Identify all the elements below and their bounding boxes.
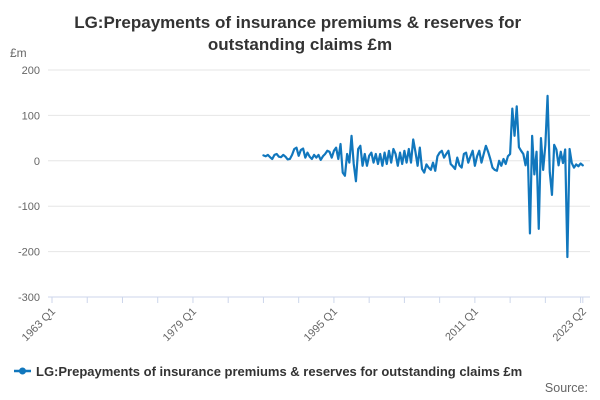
x-axis bbox=[48, 296, 590, 303]
legend-item[interactable]: LG:Prepayments of insurance premiums & r… bbox=[14, 364, 522, 379]
chart-title: LG:Prepayments of insurance premiums & r… bbox=[74, 13, 526, 54]
y-axis-labels: 200 100 0 -100 -200 -300 bbox=[18, 65, 40, 304]
legend-point-marker bbox=[19, 367, 26, 375]
x-axis-tick-label: 2011 Q1 bbox=[443, 306, 481, 344]
x-axis-tick-label: 1995 Q1 bbox=[302, 306, 340, 344]
series-layer bbox=[262, 94, 584, 259]
series-line bbox=[262, 94, 584, 259]
x-axis-tick-label: 1979 Q1 bbox=[161, 306, 199, 344]
y-axis-tick-label: -300 bbox=[18, 292, 40, 304]
x-axis-labels: 1963 Q1 1979 Q1 1995 Q1 2011 Q1 2023 Q2 bbox=[20, 306, 589, 344]
source-label: Source: bbox=[545, 381, 588, 395]
y-axis-tick-label: 0 bbox=[34, 156, 40, 168]
y-axis-tick-label: -200 bbox=[18, 247, 40, 259]
gridlines bbox=[48, 69, 590, 298]
y-axis-tick-label: -100 bbox=[18, 201, 40, 213]
legend-label: LG:Prepayments of insurance premiums & r… bbox=[36, 364, 522, 379]
y-axis-tick-label: 100 bbox=[22, 110, 40, 122]
x-axis-tick-label: 2023 Q2 bbox=[551, 306, 589, 344]
y-axis-unit-label: £m bbox=[10, 46, 27, 60]
y-axis-tick-label: 200 bbox=[22, 65, 40, 77]
x-axis-tick-label: 1963 Q1 bbox=[20, 306, 58, 344]
